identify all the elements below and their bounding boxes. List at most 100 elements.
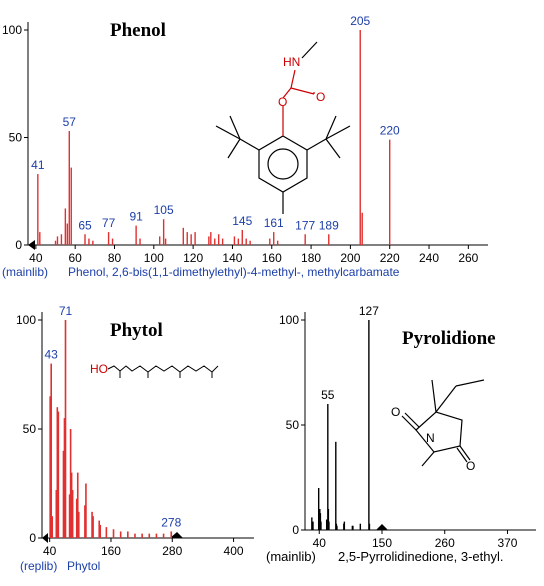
phenol-peak-bar — [245, 238, 247, 245]
phytol-x-tick-label: 40 — [43, 544, 57, 558]
pyrolidione-peak-bar — [368, 523, 371, 530]
phenol-atom-o-ether: O — [278, 95, 287, 109]
pyrolidione-peak-bar — [352, 525, 354, 530]
phenol-peak-label: 205 — [350, 14, 370, 28]
phenol-peak-bar — [233, 236, 236, 245]
phytol-peak-label: 43 — [45, 348, 59, 362]
pyrolidione-y-tick-label: 50 — [286, 418, 300, 432]
phenol-peak-bar — [194, 232, 196, 245]
pyrolidione-peak-bar — [311, 517, 313, 530]
phytol-peak-bar — [112, 529, 115, 538]
phytol-peak-bar — [92, 516, 94, 538]
phenol-x-tick-label: 240 — [419, 251, 439, 265]
phenol-peak-bar — [64, 208, 67, 245]
phytol-x-tick-label: 400 — [224, 544, 244, 558]
phytol-peak-bar — [49, 396, 51, 538]
phenol-peak-label: 91 — [129, 210, 143, 224]
phenol-peak-bar — [276, 240, 279, 245]
phytol-peak-bar — [63, 418, 66, 538]
phytol-peak-bar — [69, 429, 72, 538]
phenol-peak-label: 189 — [319, 218, 339, 232]
phytol-peak-bar — [119, 531, 122, 538]
pyrolidione-peak-bar — [312, 521, 314, 530]
pyrolidione-y-tick-label: 0 — [292, 523, 299, 537]
phytol-x-tick-label: 160 — [101, 544, 121, 558]
pyrolidione-library-caption: (mainlib) — [266, 549, 316, 564]
pyrolidione-peak-bar — [336, 525, 338, 530]
phenol-peak-bar — [328, 234, 330, 245]
phenol-left-arrow[interactable] — [28, 240, 35, 250]
phenol-peak-label: 220 — [380, 124, 400, 138]
phenol-peak-bar — [241, 229, 243, 245]
phenol-peak-bar — [92, 240, 94, 245]
phytol-peak-bar — [162, 533, 165, 538]
pyrolidione-peak-bar — [335, 441, 337, 530]
phytol-peak-bar — [105, 527, 108, 538]
phytol-peak-bar — [70, 472, 73, 538]
phenol-x-tick-label: 140 — [222, 251, 242, 265]
phenol-atom-o-carbonyl: O — [316, 90, 325, 104]
phytol-peak-bar — [56, 407, 59, 538]
phenol-y-tick-label: 100 — [2, 23, 22, 37]
phenol-y-tick-label: 0 — [15, 238, 22, 252]
phytol-peak-bar — [57, 411, 60, 538]
phenol-peak-bar — [210, 232, 212, 245]
phenol-peak-label: 177 — [295, 218, 315, 232]
phytol-peak-bar — [155, 533, 158, 538]
phenol-peak-label: 57 — [63, 115, 77, 129]
phenol-peak-label: 145 — [232, 214, 252, 228]
phenol-peak-bar — [54, 240, 57, 245]
phytol-peak-bar — [148, 533, 151, 538]
phenol-peak-bar — [214, 238, 216, 245]
pyrolidione-peak-label: 55 — [321, 388, 335, 402]
pyrolidione-compound-caption: 2,5-Pyrrolidinedione, 3-ethyl. — [338, 549, 503, 564]
phytol-peak-bar — [76, 472, 79, 538]
phytol-peak-bar — [134, 533, 136, 538]
pyrolidione-structure-drawing — [401, 379, 485, 467]
phytol-peak-bar — [50, 363, 52, 538]
phenol-peak-label: 161 — [264, 216, 284, 230]
phenol-peak-bar — [361, 212, 363, 245]
phenol-peak-bar — [159, 236, 161, 245]
pyrolidione-atom-n: N — [426, 431, 435, 445]
pyrolidione-right-arrow[interactable] — [376, 524, 388, 530]
phenol-peak-bar — [273, 232, 275, 245]
phenol-peak-bar — [70, 167, 72, 245]
phenol-peak-bar — [39, 232, 41, 245]
phenol-peak-bar — [139, 238, 141, 245]
phenol-peak-bar — [56, 236, 59, 245]
phytol-y-tick-label: 100 — [16, 313, 36, 327]
phenol-peak-bar — [66, 223, 69, 245]
phenol-peak-bar — [389, 139, 391, 245]
phenol-peak-bar — [304, 234, 306, 245]
phytol-peak-bar — [85, 483, 87, 538]
phenol-peak-bar — [164, 238, 167, 245]
pyrolidione-spectrum: 0 50 100 40 150 260 370 55 127 Pyrolidione (ma… — [266, 304, 536, 564]
phenol-y-tick-label: 50 — [9, 131, 23, 145]
phytol-right-arrow[interactable] — [170, 532, 183, 538]
phenol-peak-label: 65 — [78, 218, 92, 232]
pyrolidione-peak-bar — [317, 488, 320, 530]
phenol-peak-bar — [190, 234, 192, 245]
phenol-peak-bar — [186, 232, 188, 245]
phytol-peak-bar — [127, 531, 129, 538]
phenol-peak-bar — [208, 236, 210, 245]
pyrolidione-x-tick-label: 370 — [497, 536, 517, 550]
pyrolidione-peak-bar — [328, 521, 330, 530]
phytol-peak-bar — [141, 533, 143, 538]
phenol-peak-bar — [359, 30, 361, 245]
pyrolidione-title: Pyrolidione — [402, 328, 496, 349]
pyrolidione-y-tick-label: 100 — [279, 313, 299, 327]
phenol-x-tick-label: 100 — [144, 251, 164, 265]
pyrolidione-x-tick-label: 40 — [313, 536, 327, 550]
phenol-peak-bar — [68, 131, 70, 245]
pyrolidione-peak-label: 127 — [359, 304, 379, 318]
phenol-x-tick-label: 220 — [380, 251, 400, 265]
phytol-peak-bar — [55, 490, 58, 538]
phytol-y-tick-label: 50 — [23, 422, 37, 436]
phenol-x-tick-label: 120 — [183, 251, 203, 265]
phytol-left-arrow[interactable] — [42, 533, 48, 543]
phenol-peak-bar — [269, 238, 271, 245]
phenol-atom-nh: HN — [283, 55, 300, 69]
